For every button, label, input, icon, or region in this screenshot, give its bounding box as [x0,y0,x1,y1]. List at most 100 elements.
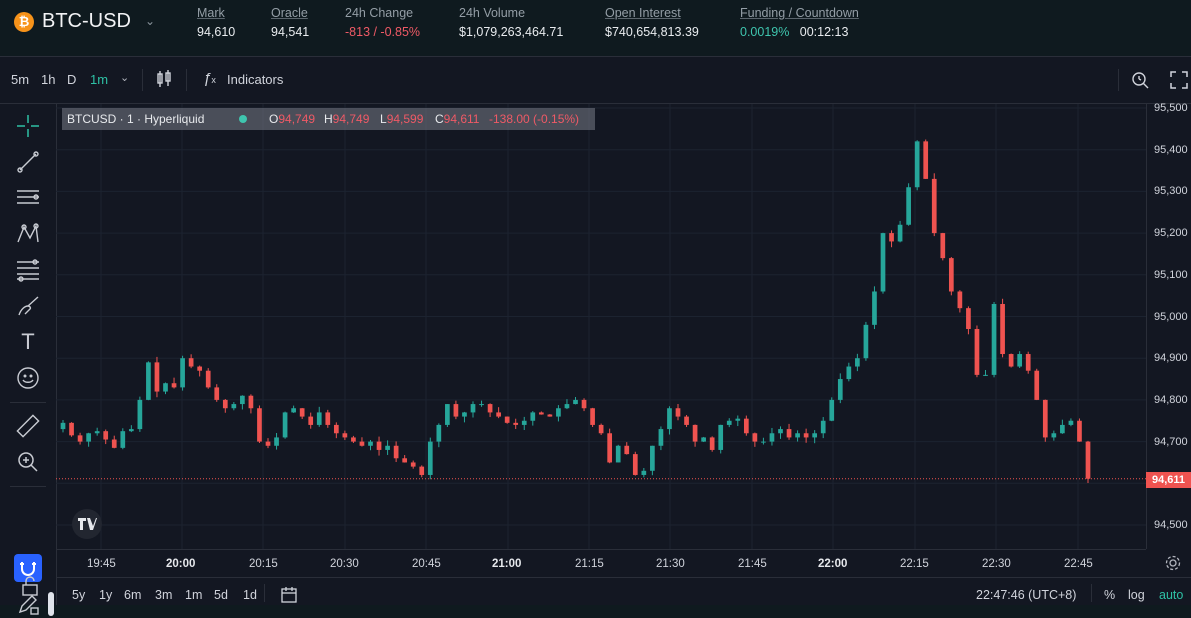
fib-retracement-icon[interactable] [14,256,42,284]
horizontal-lines-icon[interactable] [14,184,42,212]
crosshair-icon[interactable] [14,112,42,140]
candle [376,436,382,456]
brush-icon[interactable] [14,292,42,320]
candle [291,405,296,413]
price-chart[interactable] [56,104,1146,549]
candle-body [231,404,237,409]
pattern-icon[interactable] [14,220,42,248]
scrollbar-handle[interactable] [48,592,54,616]
stat-label[interactable]: Open Interest [605,6,681,20]
percent-toggle[interactable]: % [1104,588,1116,602]
candle [966,306,971,335]
candle [496,407,501,419]
legend-open: O94,749 [269,112,315,126]
candle [248,394,254,414]
candle [701,436,706,442]
candle [274,432,279,450]
time-tick: 21:30 [656,558,685,570]
candle [453,400,459,420]
legend-symbol[interactable]: BTCUSD · 1 · Hyperliquid [67,112,205,126]
timeframe-D[interactable]: D [67,72,77,87]
ruler-icon[interactable] [14,412,42,440]
candle [359,437,365,447]
candle [778,426,783,439]
candle-body [940,233,946,259]
emoji-icon[interactable] [14,364,42,392]
candle [615,444,621,463]
tradingview-logo[interactable] [72,509,102,539]
candle-body [966,308,971,330]
candle [1085,440,1091,483]
range-3m[interactable]: 3m [155,588,173,602]
candle [445,404,450,428]
log-toggle[interactable]: log [1128,588,1145,602]
price-tick: 95,000 [1154,310,1188,323]
indicators-button[interactable]: Indicators [227,72,284,87]
candle [1077,418,1082,442]
candle [368,440,373,451]
range-1d[interactable]: 1d [243,588,257,602]
text-icon[interactable]: T [21,329,35,354]
auto-toggle[interactable]: auto [1159,588,1184,602]
indicators-icon[interactable]: ƒx [203,70,216,87]
candle [752,432,758,447]
calendar-icon[interactable] [280,586,298,609]
timeframe-1h[interactable]: 1h [41,72,56,87]
candle-body [846,366,852,380]
range-6m[interactable]: 6m [124,588,142,602]
screenshot-icon[interactable] [1130,69,1150,92]
funding-countdown: 00:12:13 [799,25,849,39]
trend-line-icon[interactable] [14,148,42,176]
candle-body [240,395,245,405]
range-1y[interactable]: 1y [99,588,113,602]
time-tick: 22:15 [900,558,929,570]
chevron-down-icon[interactable]: ⌄ [120,72,130,84]
candle [128,425,134,433]
clock[interactable]: 22:47:46 (UTC+8) [976,588,1077,602]
range-1m[interactable]: 1m [185,588,203,602]
time-axis[interactable]: 19:45 20:00 20:15 20:30 20:45 21:00 21:15 21:30… [56,549,1146,578]
candle-body [171,383,177,388]
candle-body [889,233,894,242]
stat-2: 24h Change -813 / -0.85% [345,6,420,39]
candle-body [359,441,365,446]
stat-value: 94,610 [197,25,236,39]
range-5d[interactable]: 5d [214,588,228,602]
time-tick: 22:30 [982,558,1011,570]
fullscreen-icon[interactable] [1170,71,1188,92]
stat-label[interactable]: Oracle [271,6,308,20]
chevron-down-icon[interactable]: ⌄ [145,14,156,28]
candle [308,412,314,429]
legend-low-value: 94,599 [386,112,424,126]
price-tick: 94,700 [1154,435,1188,448]
candle-body [128,429,134,432]
candle-body [880,233,886,292]
candles-icon[interactable] [156,69,172,92]
candle-body [761,441,766,443]
candle [897,220,903,243]
candle [393,441,399,463]
stat-label[interactable]: Funding / Countdown [740,6,859,20]
candle-body [274,437,279,446]
timeframe-1m[interactable]: 1m [90,72,109,87]
candle [829,397,835,422]
candle [1000,298,1005,358]
market-selector[interactable]: BTC-USD [42,10,131,32]
divider [10,402,46,403]
candle [410,460,416,469]
candle-body [205,370,211,388]
timeframe-5m[interactable]: 5m [11,72,30,87]
stat-label[interactable]: Mark [197,6,225,20]
lock-icon[interactable] [16,572,44,600]
settings-icon[interactable] [1164,554,1182,577]
candle [667,406,672,435]
stat-0: Mark 94,610 [197,6,235,39]
zoom-in-icon[interactable] [14,448,42,476]
candle [863,321,869,361]
price-axis[interactable] [1146,104,1191,549]
candle [530,411,536,426]
range-5y[interactable]: 5y [72,588,86,602]
status-dot [239,115,247,123]
candle-body [445,404,450,425]
candle [684,415,689,428]
